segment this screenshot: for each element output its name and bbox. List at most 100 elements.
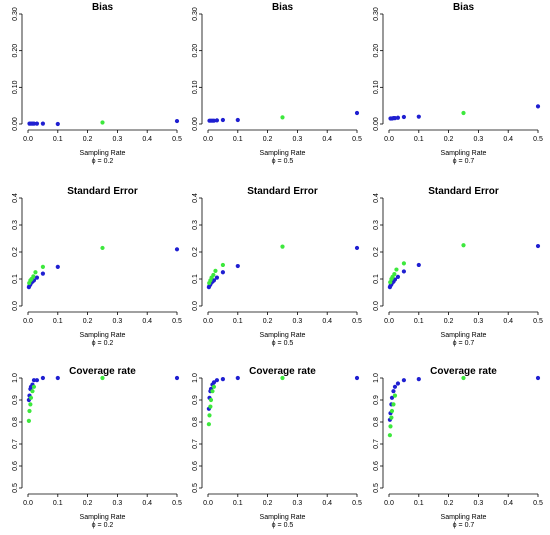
panel-1-phi-label: ϕ = 0.2 bbox=[92, 158, 114, 165]
panel-4-point-green bbox=[33, 270, 38, 275]
panel-6-x-tick-label: 0.0 bbox=[384, 318, 394, 325]
panel-5-x-tick-label: 0.5 bbox=[352, 318, 362, 325]
panel-2-x-tick-label: 0.0 bbox=[203, 136, 213, 143]
panel-3-phi-label: ϕ = 0.7 bbox=[453, 158, 475, 165]
panel-9-point-blue bbox=[535, 375, 541, 381]
panel-6-y-tick-label: 0.2 bbox=[373, 247, 380, 257]
panel-5-point-green bbox=[213, 268, 218, 273]
panel-7-point-green bbox=[30, 389, 35, 394]
panel-8-x-tick-label: 0.4 bbox=[322, 500, 332, 507]
panel-3-point-blue bbox=[401, 114, 406, 120]
panel-9-point-blue bbox=[391, 389, 396, 394]
panel-2-y-tick-label: 0.00 bbox=[192, 117, 199, 131]
panel-6-x-tick-label: 0.5 bbox=[533, 318, 543, 325]
panel-4-y-tick-label: 0.3 bbox=[12, 220, 19, 230]
panel-7-point-blue bbox=[55, 375, 60, 381]
panel-7-point-green bbox=[27, 408, 32, 414]
panel-4-point-blue bbox=[40, 271, 46, 276]
panel-9-title: Coverage rate bbox=[430, 366, 497, 377]
panel-5-y-tick-label: 0.1 bbox=[192, 274, 199, 284]
panel-9-point-blue bbox=[395, 381, 401, 386]
panel-5-point-green bbox=[211, 272, 216, 278]
panel-7-point-blue bbox=[31, 378, 37, 383]
panel-4-title: Standard Error bbox=[67, 186, 138, 197]
panel-2-x-label: Sampling Rate bbox=[260, 150, 306, 157]
panel-6-point-blue bbox=[416, 262, 421, 268]
panel-5-point-blue bbox=[211, 278, 217, 283]
panel-7-point-green bbox=[100, 375, 105, 381]
panel-7-y-tick-label: 1.0 bbox=[12, 373, 19, 383]
panel-8-x-label: Sampling Rate bbox=[260, 514, 306, 521]
panel-5-point-blue bbox=[354, 245, 360, 251]
panel-6-title: Standard Error bbox=[428, 186, 499, 197]
panel-6-x-tick-label: 0.3 bbox=[474, 318, 484, 325]
panel-2-point-blue bbox=[354, 110, 360, 116]
panel-7-x-tick-label: 0.3 bbox=[113, 500, 123, 507]
panel-1-y-tick-label: 0.10 bbox=[12, 80, 19, 94]
panel-1-x-tick-label: 0.2 bbox=[83, 136, 93, 143]
panel-2-point-blue bbox=[220, 117, 225, 123]
panel-8-point-blue bbox=[220, 377, 225, 382]
panel-9-y-tick-label: 0.6 bbox=[373, 461, 380, 471]
panel-2-phi-label: ϕ = 0.5 bbox=[272, 158, 294, 165]
panel-4-y-tick-label: 0.1 bbox=[12, 274, 19, 284]
panel-9-y-tick-label: 0.5 bbox=[373, 483, 380, 493]
panel-1-title: Bias bbox=[92, 2, 114, 13]
panel-1-x-label: Sampling Rate bbox=[80, 150, 126, 157]
panel-5-y-tick-label: 0.0 bbox=[192, 301, 199, 311]
panel-1-x-tick-label: 0.5 bbox=[172, 136, 182, 143]
panel-6-x-tick-label: 0.2 bbox=[444, 318, 454, 325]
panel-9-phi-label: ϕ = 0.7 bbox=[453, 522, 475, 529]
panel-6-y-tick-label: 0.1 bbox=[373, 274, 380, 284]
panel-2-point-green bbox=[280, 115, 285, 120]
panel-1-x-tick-label: 0.4 bbox=[142, 136, 152, 143]
panel-8-x-tick-label: 0.0 bbox=[203, 500, 213, 507]
panel-4-x-tick-label: 0.0 bbox=[23, 318, 33, 325]
panel-9-y-tick-label: 0.8 bbox=[373, 417, 380, 427]
panel-7-y-tick-label: 0.7 bbox=[12, 439, 19, 449]
panel-5-x-tick-label: 0.3 bbox=[293, 318, 303, 325]
panel-1-point-blue bbox=[55, 121, 60, 127]
panel-6-y-tick-label: 0.4 bbox=[373, 193, 380, 203]
panel-9-point-blue bbox=[389, 395, 395, 400]
panel-8-x-tick-label: 0.3 bbox=[293, 500, 303, 507]
panel-2-x-tick-label: 0.2 bbox=[263, 136, 273, 143]
panel-7-point-green bbox=[28, 402, 33, 407]
panel-7-point-green bbox=[31, 384, 37, 389]
panel-4-x-tick-label: 0.1 bbox=[53, 318, 63, 325]
panel-5-point-blue bbox=[214, 275, 220, 280]
panel-7-point-green bbox=[28, 395, 34, 400]
panel-5-y-tick-label: 0.3 bbox=[192, 220, 199, 230]
panel-8-x-tick-label: 0.1 bbox=[233, 500, 243, 507]
panel-4-x-tick-label: 0.2 bbox=[83, 318, 93, 325]
panel-6-point-green bbox=[461, 243, 466, 248]
panel-7-point-blue bbox=[34, 378, 40, 383]
panel-7-x-label: Sampling Rate bbox=[80, 514, 126, 521]
panel-6-point-blue bbox=[535, 243, 541, 249]
panel-8-point-blue bbox=[211, 380, 217, 385]
panel-6-point-green bbox=[392, 272, 397, 277]
panel-5-x-tick-label: 0.2 bbox=[263, 318, 273, 325]
panel-8-phi-label: ϕ = 0.5 bbox=[272, 522, 294, 529]
panel-9-x-tick-label: 0.0 bbox=[384, 500, 394, 507]
panel-4-point-green bbox=[40, 264, 46, 269]
panel-4-x-tick-label: 0.5 bbox=[172, 318, 182, 325]
panel-5-point-blue bbox=[220, 270, 225, 275]
panel-4-y-tick-label: 0.0 bbox=[12, 301, 19, 311]
panel-1-x-tick-label: 0.1 bbox=[53, 136, 63, 143]
panel-3-y-tick-label: 0.00 bbox=[373, 117, 380, 131]
panel-3-y-tick-label: 0.10 bbox=[373, 80, 380, 94]
panel-8-y-tick-label: 0.9 bbox=[192, 395, 199, 405]
panel-3-point-blue bbox=[416, 114, 421, 119]
panel-8-point-green bbox=[210, 389, 215, 394]
panel-7-y-tick-label: 0.6 bbox=[12, 461, 19, 471]
panel-9-point-green bbox=[389, 408, 395, 414]
panel-8-y-tick-label: 0.6 bbox=[192, 461, 199, 471]
panel-9-point-blue bbox=[416, 377, 421, 382]
panel-3-y-tick-label: 0.20 bbox=[373, 44, 380, 58]
panel-1-point-green bbox=[100, 120, 105, 125]
panel-4-x-label: Sampling Rate bbox=[80, 332, 126, 339]
panel-6-point-blue bbox=[401, 269, 406, 274]
panel-4-y-tick-label: 0.4 bbox=[12, 193, 19, 203]
